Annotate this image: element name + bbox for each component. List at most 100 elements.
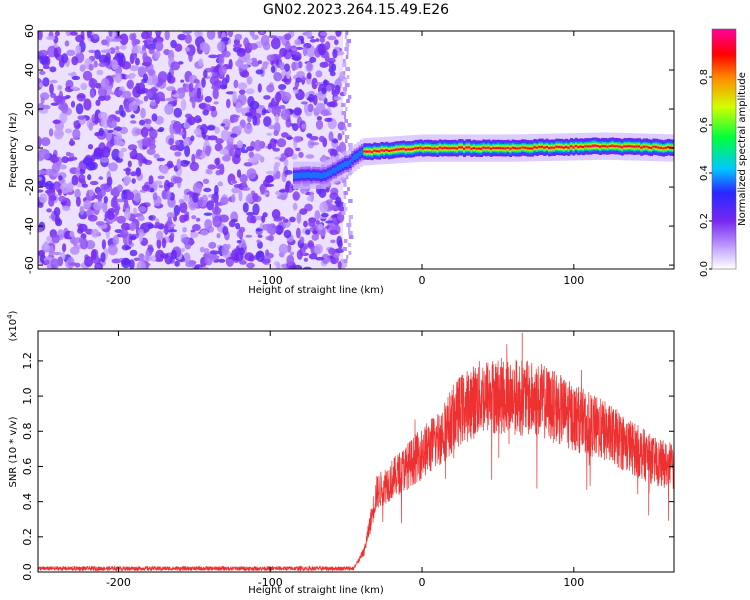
signal-cell	[358, 150, 362, 157]
noise-cell	[130, 114, 135, 119]
noise-cell	[183, 192, 189, 203]
noise-cell	[324, 117, 333, 122]
noise-cell	[129, 249, 138, 257]
noise-cell	[148, 69, 156, 77]
colorbar-swatch	[712, 69, 736, 72]
noise-cell	[85, 209, 93, 217]
noise-cell	[235, 59, 244, 68]
signal-cell	[433, 147, 437, 150]
colorbar-swatch	[712, 197, 736, 200]
noise-cell	[266, 132, 273, 136]
noise-cell	[283, 159, 289, 167]
signal-cell	[373, 149, 377, 152]
colorbar-swatch	[712, 181, 736, 184]
noise-cell	[329, 71, 336, 77]
signal-cell	[446, 147, 449, 150]
noise-cell	[233, 43, 243, 48]
x-tick-label-1: -200	[106, 274, 131, 287]
noise-cell	[286, 136, 294, 140]
noise-edge-cell	[344, 83, 350, 87]
signal-cell	[307, 171, 311, 178]
colorbar-swatch	[712, 189, 736, 192]
signal-cell	[540, 145, 544, 148]
noise-cell	[107, 208, 117, 214]
noise-cell	[221, 243, 229, 256]
colorbar-swatch	[712, 43, 736, 46]
noise-cell	[120, 110, 126, 118]
noise-edge-cell	[346, 75, 350, 79]
signal-cell	[492, 146, 496, 149]
x-tick-label-2: 100	[563, 576, 584, 589]
colorbar-swatch	[712, 75, 736, 78]
noise-cell	[284, 40, 291, 51]
noise-cell	[106, 48, 112, 53]
colorbar-swatch	[712, 129, 736, 132]
noise-cell	[283, 229, 292, 239]
noise-cell	[64, 128, 73, 134]
noise-edge-cell	[342, 267, 346, 269]
noise-cell	[142, 137, 151, 148]
colorbar-swatch	[712, 67, 736, 70]
colorbar-swatch	[712, 29, 736, 32]
signal-cell	[370, 151, 374, 154]
colorbar-swatch	[712, 63, 736, 66]
colorbar-swatch	[712, 263, 736, 266]
noise-cell	[75, 166, 81, 176]
noise-cell	[58, 195, 66, 202]
noise-cell	[112, 235, 120, 246]
noise-cell	[77, 223, 88, 232]
colorbar-swatch	[712, 249, 736, 252]
colorbar-swatch	[712, 91, 736, 94]
noise-cell	[231, 193, 236, 203]
noise-cell	[266, 223, 271, 234]
noise-cell	[106, 176, 113, 187]
noise-cell	[235, 102, 243, 114]
colorbar-swatch	[712, 141, 736, 144]
signal-cell	[591, 144, 595, 147]
noise-cell	[40, 96, 45, 105]
y-tick-label-1: 60	[23, 24, 36, 38]
noise-cell	[57, 84, 63, 91]
colorbar-swatch	[712, 55, 736, 58]
noise-cell	[157, 175, 165, 180]
noise-cell	[266, 54, 275, 62]
signal-cell	[618, 145, 622, 148]
noise-cell	[203, 212, 213, 216]
y-tick-label-1: 20	[23, 102, 36, 116]
signal-cell	[344, 161, 347, 167]
noise-cell	[329, 148, 338, 158]
noise-cell	[112, 130, 118, 135]
signal-cell	[526, 147, 530, 150]
noise-cell	[275, 170, 281, 180]
colorbar-swatch	[712, 71, 736, 74]
colorbar-swatch	[712, 183, 736, 186]
noise-edge-cell	[348, 219, 351, 223]
noise-cell	[321, 253, 331, 264]
noise-cell	[318, 135, 326, 143]
signal-cell	[511, 146, 515, 149]
noise-cell	[130, 120, 137, 124]
noise-cell	[137, 215, 145, 222]
signal-cell	[569, 145, 573, 148]
noise-cell	[331, 138, 339, 144]
noise-cell	[49, 66, 57, 73]
noise-cell	[268, 35, 278, 39]
noise-cell	[167, 75, 176, 84]
noise-cell	[150, 86, 157, 95]
noise-cell	[48, 197, 55, 207]
colorbar-tick-label: 0.6	[699, 117, 710, 133]
signal-cell	[538, 145, 542, 148]
noise-cell	[148, 215, 154, 221]
noise-cell	[153, 180, 163, 186]
colorbar-swatch	[712, 121, 736, 124]
noise-cell	[90, 154, 96, 162]
signal-cell	[341, 162, 345, 169]
signal-cell	[664, 146, 668, 149]
noise-cell	[38, 227, 44, 233]
signal-cell	[480, 147, 483, 150]
noise-cell	[218, 258, 226, 263]
signal-cell	[518, 147, 522, 150]
noise-cell	[216, 233, 221, 239]
noise-cell	[166, 190, 171, 201]
noise-cell	[251, 57, 258, 62]
